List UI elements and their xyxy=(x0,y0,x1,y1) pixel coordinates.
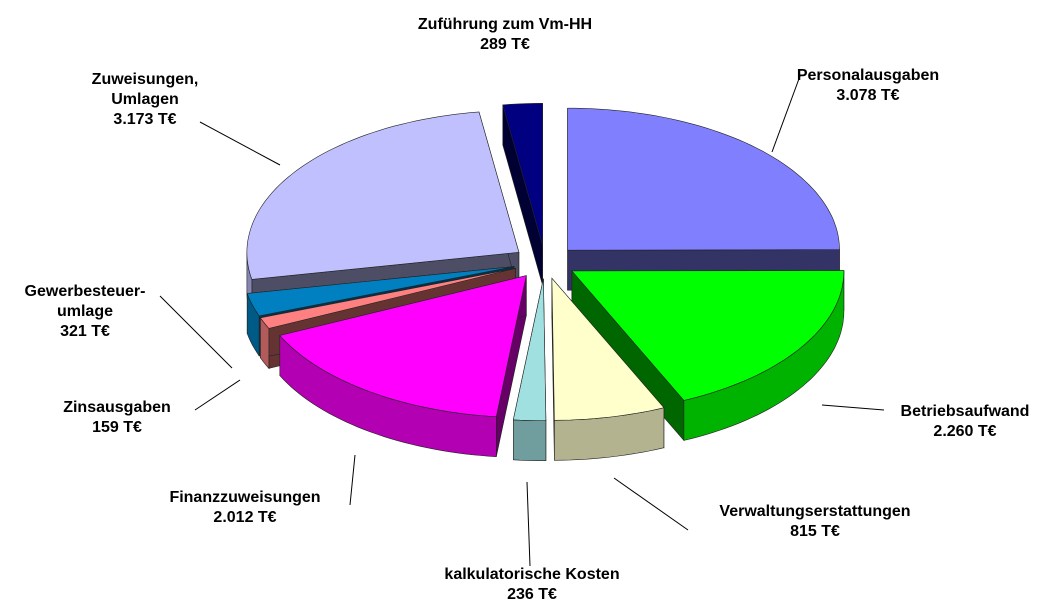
slice-value: 815 T€ xyxy=(790,523,840,540)
leader-line xyxy=(159,295,233,369)
slice-label: Gewerbesteuer- umlage 321 T€ xyxy=(25,282,146,342)
leader-line xyxy=(199,121,281,166)
slice-label: Zuführung zum Vm-HH 289 T€ xyxy=(418,15,592,55)
leader-line xyxy=(349,454,356,506)
slice xyxy=(246,266,515,317)
slice-label: Betriebsaufwand 2.260 T€ xyxy=(901,402,1030,442)
slice xyxy=(279,275,527,418)
slice-name: Personalausgaben xyxy=(796,67,940,84)
slice-wall xyxy=(512,419,547,462)
slice-name: Finanzzuweisungen xyxy=(169,489,321,506)
slice-value: 159 T€ xyxy=(92,419,142,436)
slice-label: kalkulatorische Kosten 236 T€ xyxy=(444,565,619,605)
slice-label: Personalausgaben 3.078 T€ xyxy=(797,66,939,106)
slice-value: 289 T€ xyxy=(480,36,530,53)
slice-value: 2.012 T€ xyxy=(213,509,277,526)
slice-value: 3.173 T€ xyxy=(113,111,177,128)
slice-label: Zinsausgaben 159 T€ xyxy=(63,398,171,438)
slice-name: kalkulatorische Kosten xyxy=(444,566,620,583)
slice-label: Finanzzuweisungen 2.012 T€ xyxy=(169,488,320,528)
slice xyxy=(571,270,845,401)
slice-value: 236 T€ xyxy=(507,586,557,603)
slice-name: Betriebsaufwand xyxy=(900,403,1030,420)
slice-value: 3.078 T€ xyxy=(836,87,900,104)
leader-line xyxy=(771,75,801,153)
slice-label: Verwaltungserstattungen 815 T€ xyxy=(719,502,910,542)
slice xyxy=(551,277,665,421)
leader-line xyxy=(526,481,531,567)
leader-line xyxy=(613,477,689,531)
slice-value: 321 T€ xyxy=(60,323,110,340)
slice-name: Zuführung zum Vm-HH xyxy=(417,16,593,33)
slice xyxy=(567,107,840,251)
slice-name: Gewerbesteuer- umlage xyxy=(24,283,146,320)
leader-line xyxy=(194,379,241,411)
slice-name: Zuweisungen, Umlagen xyxy=(91,71,199,108)
slice xyxy=(246,111,520,280)
slice-value: 2.260 T€ xyxy=(933,423,997,440)
slice-label: Zuweisungen, Umlagen 3.173 T€ xyxy=(92,70,199,130)
leader-line xyxy=(821,404,885,411)
slice xyxy=(512,278,547,422)
slice-name: Verwaltungserstattungen xyxy=(719,503,911,520)
slice xyxy=(502,102,543,246)
slice xyxy=(259,268,516,329)
slice-name: Zinsausgaben xyxy=(63,399,171,416)
